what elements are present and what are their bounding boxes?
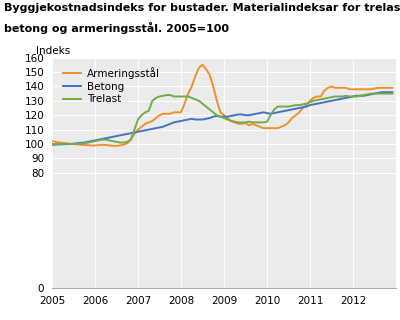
Line: Armeringsstål: Armeringsstål: [52, 65, 392, 146]
Armeringsstål: [229, 119, 234, 123]
Text: Indeks: Indeks: [36, 46, 70, 56]
Trelast: [361, 93, 366, 97]
Armeringsstål: [240, 122, 244, 126]
Armeringsstål: [50, 139, 54, 143]
Trelast: [232, 120, 237, 124]
Text: Byggjekostnadsindeks for bustader. Materialindeksar for trelast,: Byggjekostnadsindeks for bustader. Mater…: [4, 3, 400, 13]
Armeringsstål: [150, 119, 155, 123]
Armeringsstål: [390, 86, 395, 90]
Armeringsstål: [204, 67, 208, 71]
Betong: [361, 94, 366, 98]
Betong: [232, 113, 237, 117]
Betong: [50, 143, 54, 147]
Trelast: [146, 109, 151, 113]
Armeringsstål: [114, 144, 119, 148]
Trelast: [196, 99, 201, 103]
Trelast: [222, 116, 226, 120]
Betong: [146, 128, 151, 132]
Betong: [222, 115, 226, 119]
Legend: Armeringsstål, Betong, Trelast: Armeringsstål, Betong, Trelast: [61, 65, 162, 106]
Line: Betong: Betong: [52, 92, 392, 145]
Betong: [390, 90, 395, 94]
Armeringsstål: [96, 143, 101, 147]
Betong: [96, 138, 101, 141]
Trelast: [96, 139, 101, 142]
Betong: [379, 90, 384, 94]
Trelast: [50, 142, 54, 146]
Armeringsstål: [200, 63, 205, 67]
Armeringsstål: [368, 87, 373, 91]
Line: Trelast: Trelast: [52, 93, 392, 144]
Trelast: [390, 92, 395, 95]
Betong: [196, 117, 201, 121]
Trelast: [368, 92, 373, 95]
Text: betong og armeringsstål. 2005=100: betong og armeringsstål. 2005=100: [4, 22, 229, 35]
